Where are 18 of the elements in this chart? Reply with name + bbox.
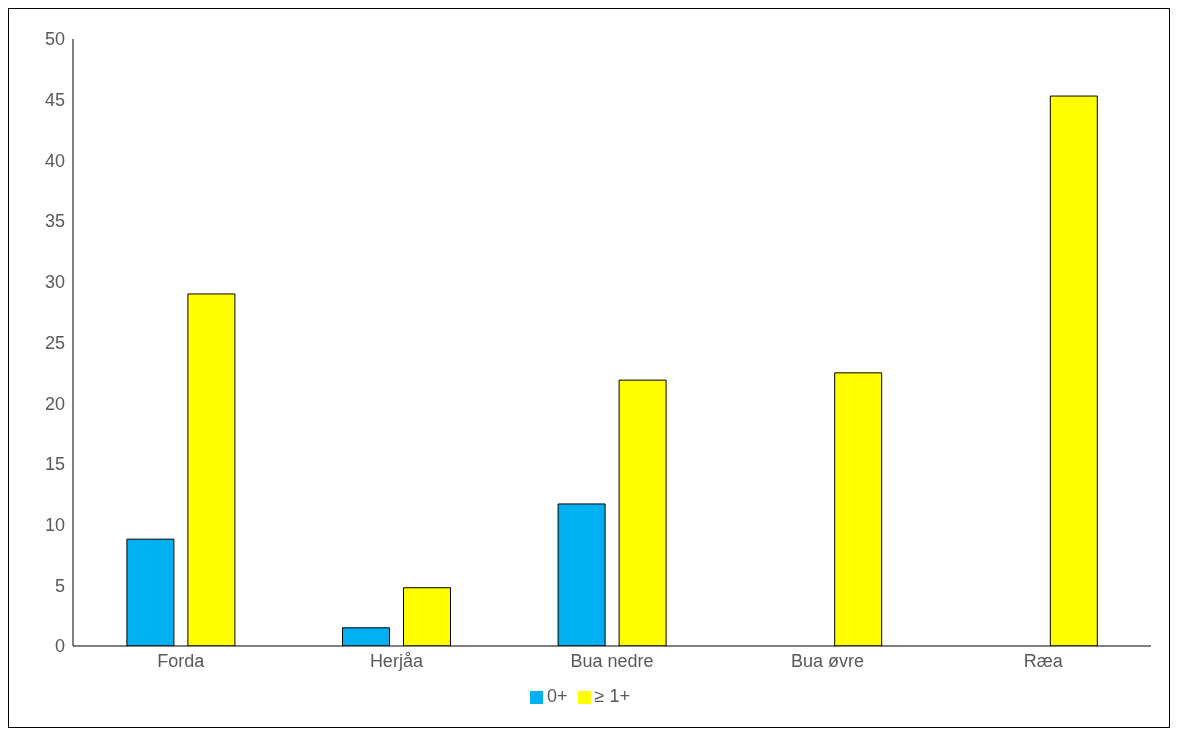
y-tick-label: 10 [44, 514, 65, 535]
y-tick-label: 45 [44, 90, 65, 111]
y-tick-label: 25 [44, 332, 65, 353]
y-tick-label: 20 [44, 393, 65, 414]
y-tick-label: 15 [44, 454, 65, 475]
y-tick-label: 35 [44, 211, 65, 232]
y-tick-label: 0 [54, 636, 65, 657]
legend-label: 0+ [547, 686, 568, 706]
x-tick-label: Herjåa [369, 650, 424, 671]
y-tick-label: 5 [54, 575, 65, 596]
legend-label: ≥ 1+ [594, 686, 630, 706]
x-tick-label: Forda [157, 650, 206, 671]
y-tick-label: 30 [44, 272, 65, 293]
x-tick-label: Bua nedre [570, 650, 654, 671]
x-tick-label: Ræa [1023, 650, 1064, 671]
x-tick-label: Bua øvre [791, 650, 865, 671]
y-tick-label: 50 [44, 29, 65, 50]
y-tick-label: 40 [44, 150, 65, 171]
